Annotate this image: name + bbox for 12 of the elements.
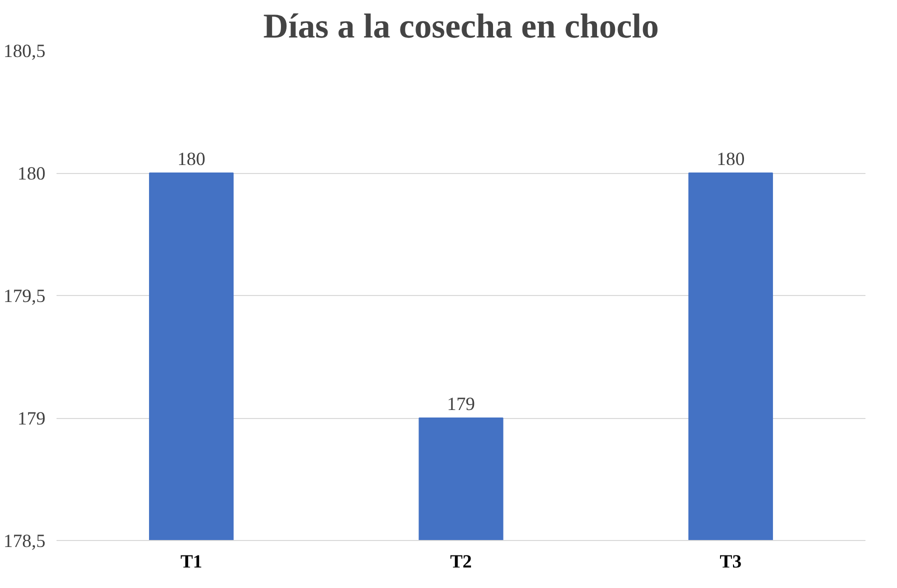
y-tick-label: 179	[18, 408, 46, 430]
chart-title: Días a la cosecha en choclo	[263, 8, 659, 46]
data-label: 180	[177, 149, 206, 170]
y-tick-label: 179,5	[4, 286, 46, 307]
y-tick-label: 180,5	[4, 41, 46, 62]
y-tick-label: 180	[18, 164, 46, 184]
data-label: 179	[447, 394, 475, 415]
x-tick-label: T2	[450, 552, 472, 572]
y-tick-label: 178,5	[4, 531, 46, 552]
x-tick-label: T3	[720, 552, 742, 572]
x-tick-label: T1	[180, 552, 202, 572]
data-label: 180	[716, 149, 745, 170]
